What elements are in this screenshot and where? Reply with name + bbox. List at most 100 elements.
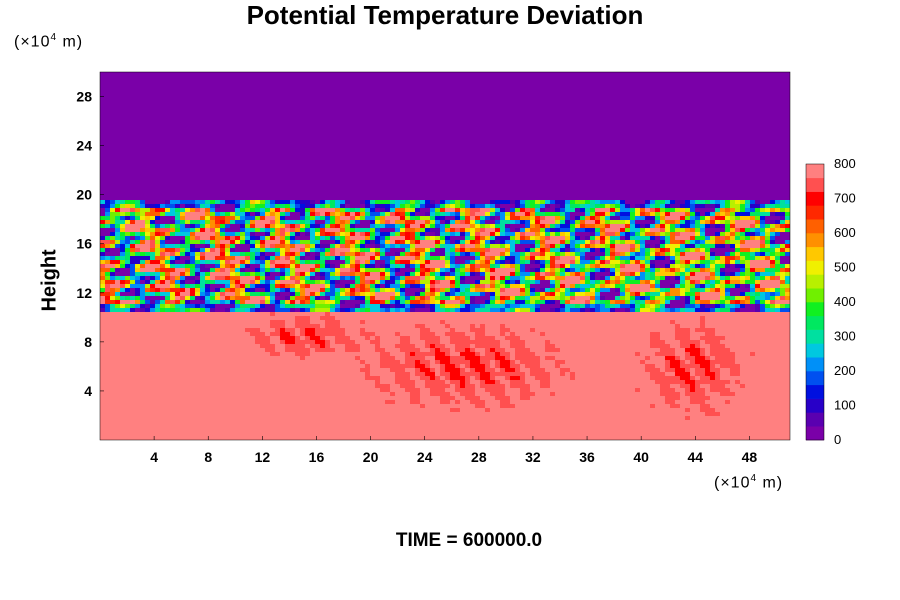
heatmap-cell [165,124,171,129]
heatmap-cell [645,168,651,173]
heatmap-cell [250,184,256,189]
heatmap-cell [110,140,116,145]
heatmap-cell [290,88,296,93]
heatmap-cell [165,156,171,161]
heatmap-cell [730,84,736,89]
heatmap-cell [785,116,790,121]
heatmap-cell [330,164,336,169]
heatmap-cell [670,180,676,185]
heatmap-cell [665,148,671,153]
heatmap-cell [265,80,271,85]
heatmap-cell [275,180,281,185]
heatmap-cell [535,140,541,145]
heatmap-cell [760,120,766,125]
heatmap-cell [155,164,161,169]
heatmap-cell [695,204,701,209]
heatmap-cell [135,80,141,85]
heatmap-cell [520,72,526,77]
heatmap-cell [495,192,501,197]
heatmap-cell [275,164,281,169]
heatmap-cell [780,144,786,149]
heatmap-cell [225,148,231,153]
heatmap-cell [525,156,531,161]
heatmap-cell [440,104,446,109]
heatmap-cell [345,84,351,89]
heatmap-cell [410,80,416,85]
heatmap-cell [310,104,316,109]
heatmap-cell [710,112,716,117]
heatmap-cell [245,148,251,153]
heatmap-cell [425,188,431,193]
heatmap-cell [140,216,146,221]
heatmap-cell [305,160,311,165]
heatmap-cell [240,212,246,217]
heatmap-cell [695,176,701,181]
heatmap-cell [265,72,271,77]
heatmap-cell [625,72,631,77]
heatmap-cell [110,112,116,117]
heatmap-cell [275,104,281,109]
heatmap-cell [375,200,381,205]
heatmap-cell [540,156,546,161]
heatmap-cell [515,80,521,85]
heatmap-cell [580,132,586,137]
heatmap-cell [330,188,336,193]
heatmap-cell [645,120,651,125]
heatmap-cell [345,112,351,117]
heatmap-cell [705,108,711,113]
heatmap-cell [275,136,281,141]
heatmap-cell [460,172,466,177]
heatmap-cell [390,108,396,113]
heatmap-cell [140,164,146,169]
heatmap-cell [600,180,606,185]
heatmap-cell [290,152,296,157]
heatmap-cell [230,100,236,105]
heatmap-cell [710,124,716,129]
heatmap-cell [470,136,476,141]
heatmap-cell [100,80,106,85]
heatmap-cell [270,156,276,161]
heatmap-cell [620,204,626,209]
heatmap-cell [375,180,381,185]
heatmap-cell [270,120,276,125]
heatmap-cell [440,196,446,201]
heatmap-cell [675,208,681,213]
heatmap-cell [525,208,531,213]
heatmap-cell [320,112,326,117]
heatmap-cell [770,176,776,181]
heatmap-cell [730,164,736,169]
heatmap-cell [175,72,181,77]
heatmap-cell [215,164,221,169]
heatmap-cell [215,72,221,77]
heatmap-cell [370,140,376,145]
heatmap-cell [610,116,616,121]
heatmap-cell [405,160,411,165]
heatmap-cell [250,108,256,113]
heatmap-cell [650,124,656,129]
heatmap-cell [100,140,106,145]
heatmap-cell [330,112,336,117]
heatmap-cell [715,176,721,181]
heatmap-cell [375,144,381,149]
heatmap-cell [710,172,716,177]
heatmap-cell [660,76,666,81]
heatmap-cell [700,80,706,85]
heatmap-cell [750,144,756,149]
heatmap-cell [530,160,536,165]
heatmap-cell [485,172,491,177]
heatmap-cell [245,192,251,197]
heatmap-cell [355,132,361,137]
heatmap-cell [435,212,441,217]
heatmap-cell [445,168,451,173]
heatmap-cell [275,80,281,85]
heatmap-cell [270,212,276,217]
heatmap-cell [655,96,661,101]
heatmap-cell [555,188,561,193]
heatmap-cell [755,208,761,213]
heatmap-cell [585,160,591,165]
heatmap-cell [585,184,591,189]
heatmap-cell [170,168,176,173]
heatmap-cell [310,96,316,101]
heatmap-cell [670,192,676,197]
heatmap-cell [520,144,526,149]
